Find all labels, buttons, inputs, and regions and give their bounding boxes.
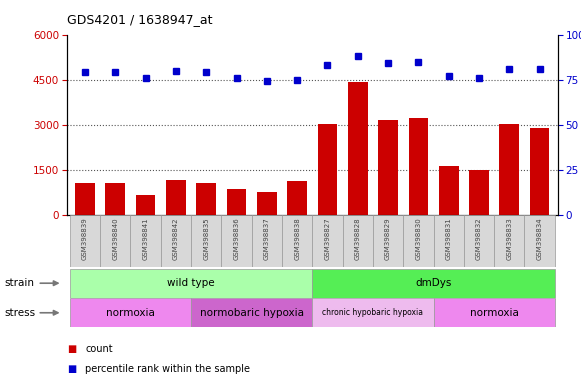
Bar (408, 118, 428, 215)
Bar (196, 182, 216, 215)
Text: GSM398837: GSM398837 (264, 217, 270, 260)
Bar (433, 298, 555, 327)
Bar (500, 124, 519, 215)
Bar (191, 298, 313, 327)
Text: wild type: wild type (167, 278, 215, 288)
Text: GSM398830: GSM398830 (415, 217, 421, 260)
Bar (136, 195, 156, 215)
Text: GSM398841: GSM398841 (142, 217, 149, 260)
Bar (70, 298, 191, 327)
Bar (313, 269, 555, 298)
Bar (313, 215, 343, 267)
Text: GSM398829: GSM398829 (385, 217, 391, 260)
Text: GSM398831: GSM398831 (446, 217, 451, 260)
Bar (161, 215, 191, 267)
Bar (100, 215, 131, 267)
Bar (70, 215, 100, 267)
Bar (530, 128, 550, 215)
Bar (70, 269, 313, 298)
Bar (373, 215, 403, 267)
Bar (378, 120, 398, 215)
Text: GSM398835: GSM398835 (203, 217, 209, 260)
Text: GSM398827: GSM398827 (324, 217, 331, 260)
Text: normoxia: normoxia (469, 308, 519, 318)
Text: chronic hypobaric hypoxia: chronic hypobaric hypoxia (322, 308, 424, 317)
Text: stress: stress (5, 308, 36, 318)
Text: GSM398839: GSM398839 (82, 217, 88, 260)
Text: percentile rank within the sample: percentile rank within the sample (85, 364, 250, 374)
Text: GDS4201 / 1638947_at: GDS4201 / 1638947_at (67, 13, 212, 26)
Bar (282, 215, 313, 267)
Text: GSM398836: GSM398836 (234, 217, 239, 260)
Text: ■: ■ (67, 344, 76, 354)
Text: GSM398840: GSM398840 (112, 217, 119, 260)
Bar (439, 166, 458, 215)
Text: normobaric hypoxia: normobaric hypoxia (200, 308, 304, 318)
Bar (106, 183, 125, 215)
Text: GSM398832: GSM398832 (476, 217, 482, 260)
Bar (343, 215, 373, 267)
Bar (403, 215, 433, 267)
Bar (433, 215, 464, 267)
Bar (525, 215, 555, 267)
Bar (464, 215, 494, 267)
Bar (131, 215, 161, 267)
Bar (318, 124, 338, 215)
Text: count: count (85, 344, 113, 354)
Text: normoxia: normoxia (106, 308, 155, 318)
Bar (287, 181, 307, 215)
Bar (469, 170, 489, 215)
Text: GSM398834: GSM398834 (537, 217, 543, 260)
Text: dmDys: dmDys (415, 278, 451, 288)
Text: ■: ■ (67, 364, 76, 374)
Bar (494, 215, 525, 267)
Bar (227, 189, 246, 215)
Text: GSM398828: GSM398828 (355, 217, 361, 260)
Bar (221, 215, 252, 267)
Bar (313, 298, 433, 327)
Text: GSM398833: GSM398833 (506, 217, 512, 260)
Bar (191, 215, 221, 267)
Text: GSM398842: GSM398842 (173, 217, 179, 260)
Bar (75, 184, 95, 215)
Text: GSM398838: GSM398838 (294, 217, 300, 260)
Bar (252, 215, 282, 267)
Bar (257, 192, 277, 215)
Text: strain: strain (5, 278, 35, 288)
Bar (166, 180, 186, 215)
Bar (348, 82, 368, 215)
